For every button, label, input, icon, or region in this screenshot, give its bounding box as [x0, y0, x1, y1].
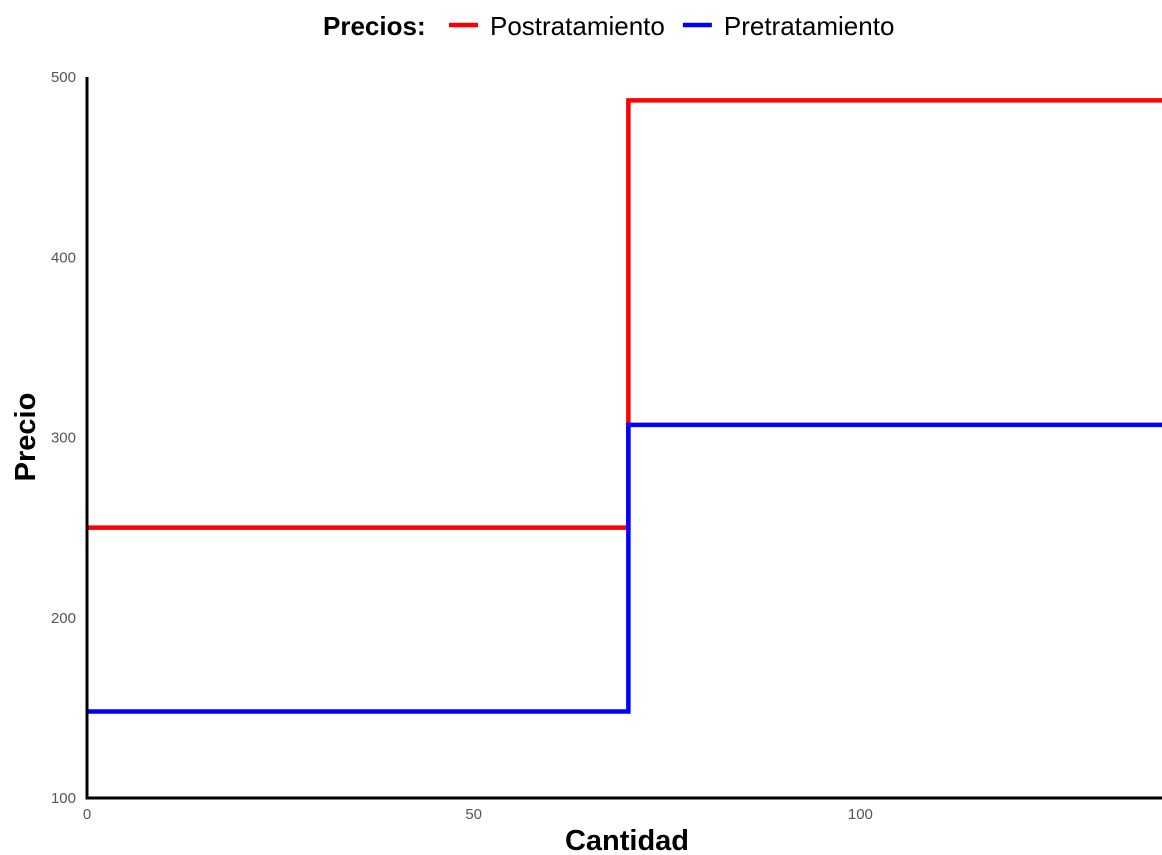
x-tick-label: 100	[848, 806, 873, 823]
legend-label-postratamiento: Postratamiento	[490, 11, 665, 41]
series-line-pretratamiento	[87, 422, 1162, 714]
x-tick-label: 0	[83, 806, 91, 823]
series-layer	[87, 98, 1162, 714]
y-axis-title: Precio	[10, 393, 42, 482]
y-tick-label: 400	[51, 249, 76, 266]
ticks-layer: 0 50 100 100 200 300 400 500	[51, 69, 873, 823]
y-tick-label: 100	[51, 790, 76, 807]
legend-label-pretratamiento: Pretratamiento	[724, 11, 895, 41]
x-axis-title: Cantidad	[565, 825, 689, 855]
y-tick-label: 300	[51, 430, 76, 447]
y-tick-label: 200	[51, 610, 76, 627]
x-tick-label: 50	[465, 806, 482, 823]
series-line-postratamiento	[87, 98, 1162, 530]
legend-title: Precios:	[323, 11, 426, 41]
y-tick-label: 500	[51, 69, 76, 86]
legend: Precios: Postratamiento Pretratamiento	[323, 11, 894, 41]
